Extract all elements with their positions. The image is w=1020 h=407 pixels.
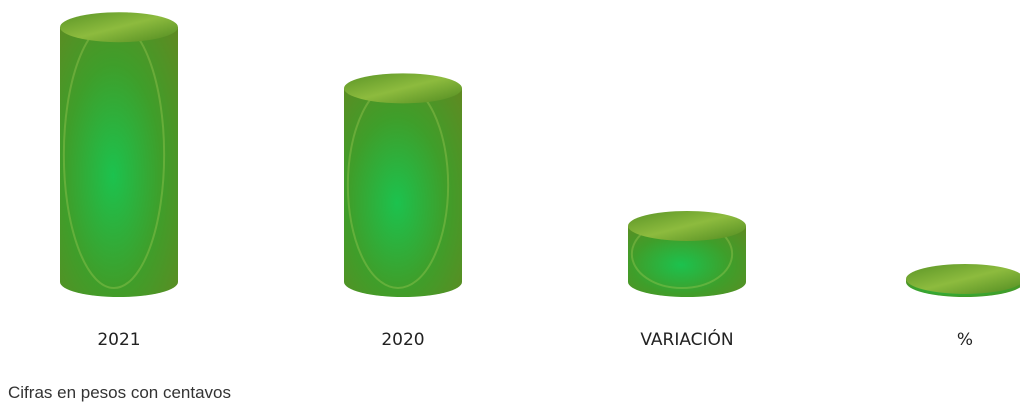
bar-top	[60, 12, 178, 43]
bar-side	[344, 88, 462, 297]
category-label: 2021	[97, 330, 140, 350]
bar-2021	[60, 12, 178, 297]
category-label: 2020	[381, 330, 424, 350]
category-labels: 2021 2020 VARIACIÓN%	[97, 328, 973, 350]
bar--	[906, 263, 1020, 297]
bar-side	[60, 27, 178, 297]
plot-area	[60, 12, 1020, 297]
bar-top	[344, 73, 462, 104]
footnote: Cifras en pesos con centavos	[8, 383, 232, 402]
category-label: VARIACIÓN	[640, 328, 733, 350]
bar-top	[906, 263, 1020, 294]
bar-variación	[628, 210, 746, 297]
bar-side	[628, 225, 746, 297]
bar-top	[628, 210, 746, 241]
category-label: %	[957, 330, 973, 350]
bar-2020	[344, 73, 462, 297]
